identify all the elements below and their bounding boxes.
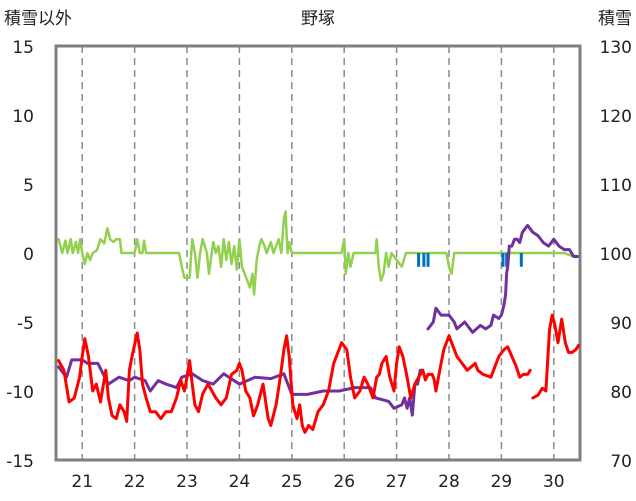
series-4-line bbox=[57, 210, 577, 296]
right-tick-label: 70 bbox=[610, 452, 632, 472]
left-tick-label: 0 bbox=[23, 245, 34, 265]
x-tick-label: 30 bbox=[543, 472, 565, 492]
series-1-line bbox=[531, 313, 580, 400]
right-tick-label: 130 bbox=[600, 38, 632, 58]
chart-title: 野塚 bbox=[301, 9, 335, 29]
series-2-line bbox=[57, 358, 425, 417]
right-tick-label: 100 bbox=[600, 245, 632, 265]
right-tick-label: 80 bbox=[610, 383, 632, 403]
left-tick-label: 5 bbox=[23, 176, 34, 196]
x-tick-label: 28 bbox=[438, 472, 460, 492]
series-5-bar bbox=[519, 253, 523, 267]
x-tick-label: 29 bbox=[491, 472, 513, 492]
left-tick-label: -10 bbox=[6, 383, 34, 403]
series-3-line bbox=[426, 223, 579, 334]
right-tick-label: 90 bbox=[610, 314, 632, 334]
series-0-line bbox=[57, 331, 532, 434]
left-axis-title: 積雪以外 bbox=[4, 9, 72, 29]
left-axis-ticks: -15 -10 -5 0 5 10 15 bbox=[6, 38, 34, 472]
left-tick-label: 10 bbox=[12, 107, 34, 127]
x-tick-label: 21 bbox=[71, 472, 93, 492]
series-layer bbox=[57, 210, 580, 434]
right-tick-label: 110 bbox=[600, 176, 632, 196]
plot-area-border bbox=[54, 44, 582, 462]
x-tick-label: 22 bbox=[124, 472, 146, 492]
series-5-bar bbox=[417, 253, 421, 267]
left-tick-label: -15 bbox=[6, 452, 34, 472]
x-tick-label: 23 bbox=[176, 472, 198, 492]
series-5-bar bbox=[501, 253, 505, 267]
left-tick-label: 15 bbox=[12, 38, 34, 58]
x-tick-label: 24 bbox=[229, 472, 251, 492]
series-5-bar bbox=[422, 253, 426, 267]
x-tick-label: 27 bbox=[386, 472, 408, 492]
right-axis-ticks: 70 80 90 100 110 120 130 bbox=[600, 38, 632, 472]
series-5-bar bbox=[505, 253, 509, 267]
right-axis-title: 積雪 bbox=[598, 9, 632, 29]
left-tick-label: -5 bbox=[17, 314, 34, 334]
x-axis-ticks: 21 22 23 24 25 26 27 28 29 30 bbox=[71, 472, 564, 492]
x-tick-label: 26 bbox=[333, 472, 355, 492]
x-tick-label: 25 bbox=[281, 472, 303, 492]
series-5-bar bbox=[426, 253, 430, 267]
right-tick-label: 120 bbox=[600, 107, 632, 127]
